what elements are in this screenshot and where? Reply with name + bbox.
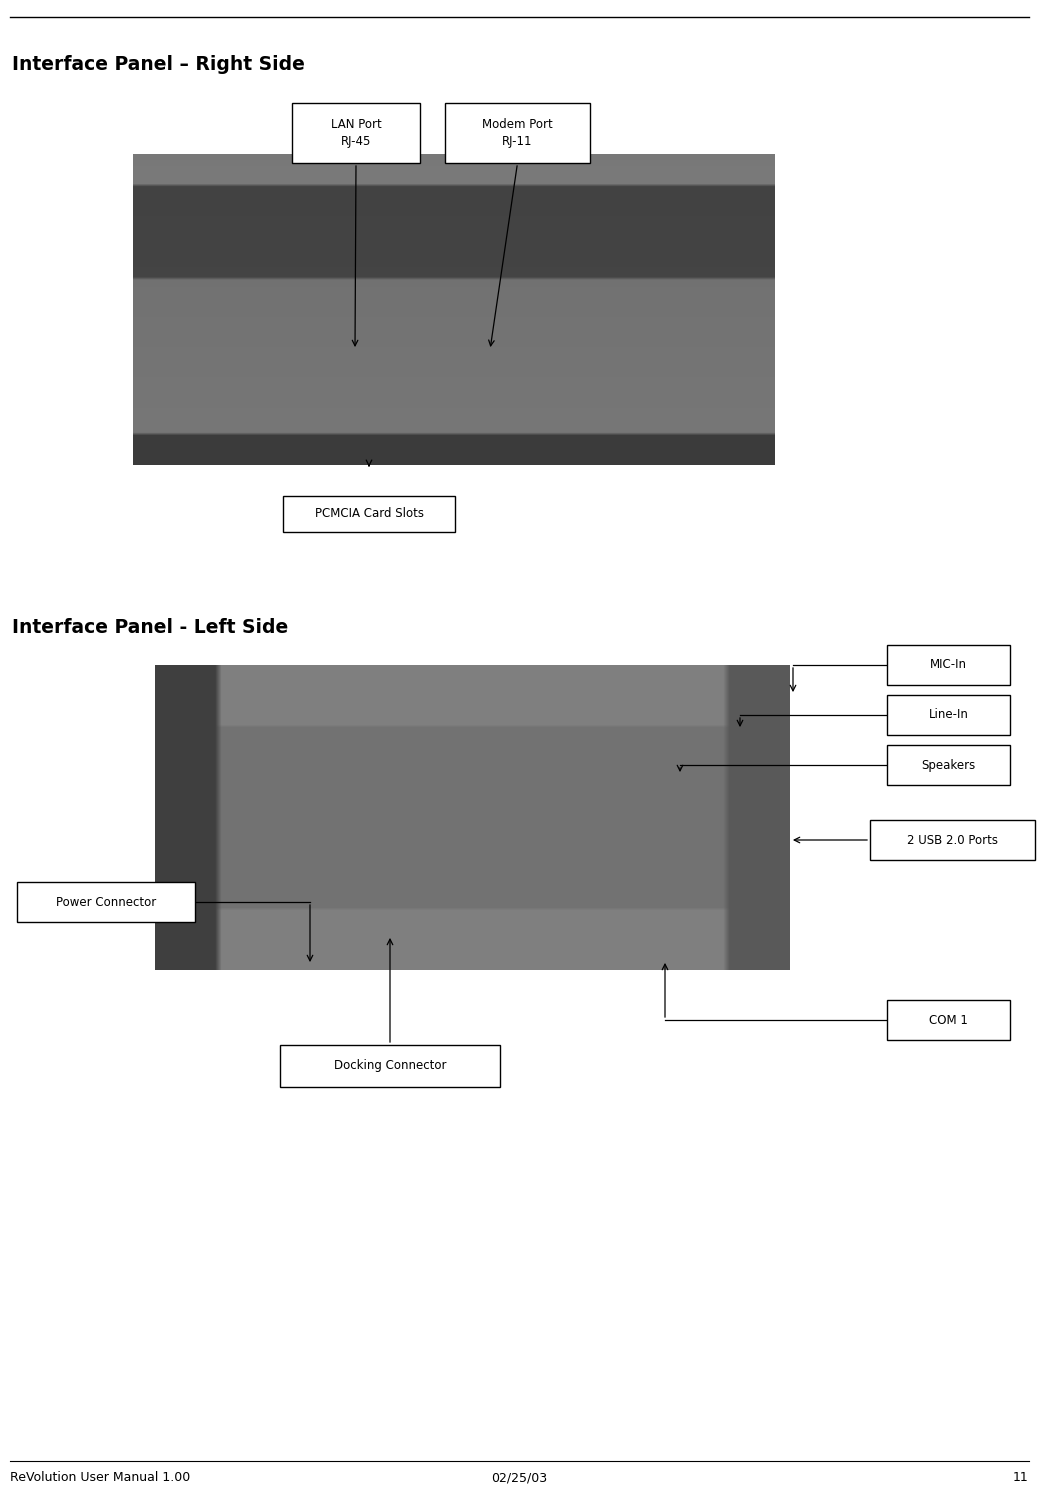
Text: Interface Panel - Left Side: Interface Panel - Left Side: [12, 618, 288, 637]
Text: Power Connector: Power Connector: [56, 896, 156, 908]
FancyBboxPatch shape: [870, 820, 1035, 860]
FancyBboxPatch shape: [292, 103, 420, 163]
FancyBboxPatch shape: [445, 103, 590, 163]
Text: 2 USB 2.0 Ports: 2 USB 2.0 Ports: [907, 833, 998, 847]
FancyBboxPatch shape: [17, 883, 195, 922]
Text: Modem Port
RJ-11: Modem Port RJ-11: [482, 118, 553, 148]
Text: Speakers: Speakers: [922, 758, 976, 772]
FancyBboxPatch shape: [887, 999, 1010, 1040]
Text: Docking Connector: Docking Connector: [334, 1059, 446, 1073]
Text: Line-In: Line-In: [929, 709, 968, 721]
Text: Interface Panel – Right Side: Interface Panel – Right Side: [12, 55, 304, 73]
Text: 02/25/03: 02/25/03: [491, 1471, 548, 1484]
Text: ReVolution User Manual 1.00: ReVolution User Manual 1.00: [10, 1471, 190, 1484]
Text: MIC-In: MIC-In: [930, 658, 967, 672]
Text: LAN Port
RJ-45: LAN Port RJ-45: [330, 118, 381, 148]
FancyBboxPatch shape: [283, 497, 455, 533]
FancyBboxPatch shape: [279, 1046, 500, 1088]
FancyBboxPatch shape: [887, 745, 1010, 785]
FancyBboxPatch shape: [887, 645, 1010, 685]
Text: 11: 11: [1013, 1471, 1029, 1484]
Text: COM 1: COM 1: [929, 1013, 968, 1026]
FancyBboxPatch shape: [887, 696, 1010, 735]
Text: PCMCIA Card Slots: PCMCIA Card Slots: [315, 507, 424, 521]
